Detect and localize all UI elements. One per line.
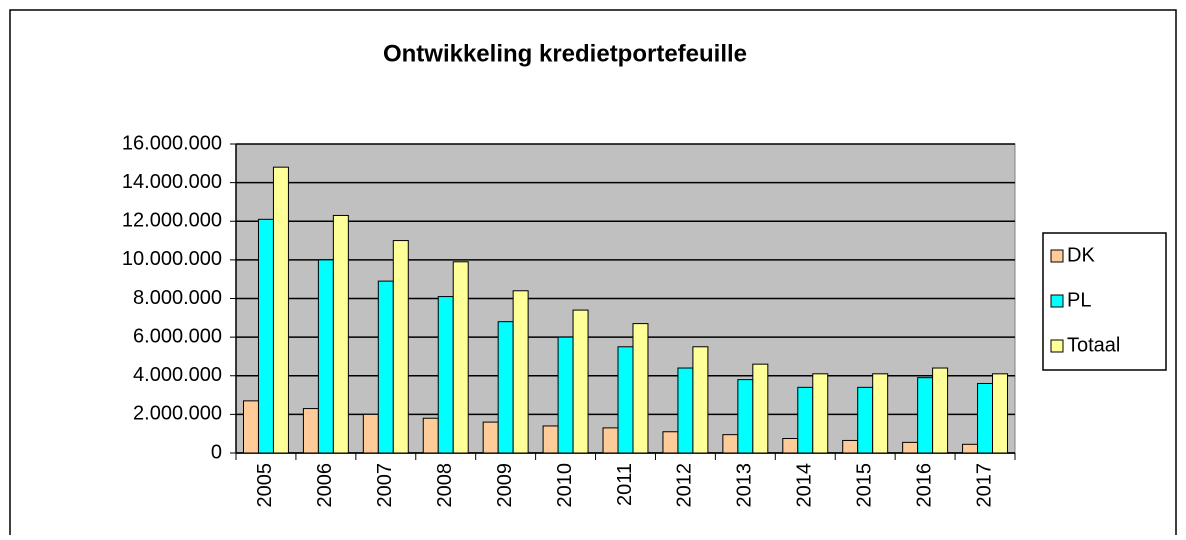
bar	[932, 367, 949, 454]
x-tick-label: 2009	[494, 463, 516, 508]
bar	[392, 240, 409, 454]
x-tick-label: 2015	[853, 463, 875, 508]
chart-title: Ontwikkeling kredietportefeuille	[383, 40, 747, 67]
bar	[377, 280, 394, 454]
legend-label: DK	[1067, 244, 1095, 266]
legend-label: PL	[1067, 289, 1091, 311]
bar	[872, 373, 889, 454]
bar	[632, 323, 649, 454]
bar	[797, 386, 814, 454]
bar	[557, 336, 574, 454]
legend-swatch	[1050, 249, 1064, 263]
bar	[422, 417, 439, 454]
bar	[977, 382, 994, 454]
bar	[902, 441, 919, 454]
bar	[512, 290, 529, 454]
bar	[437, 296, 454, 454]
bar	[692, 346, 709, 454]
y-tick-label: 4.000.000	[133, 364, 222, 386]
y-tick-label: 6.000.000	[133, 325, 222, 347]
bar	[542, 425, 559, 454]
y-tick-label: 14.000.000	[122, 171, 222, 193]
y-tick-label: 8.000.000	[133, 287, 222, 309]
legend-swatch	[1050, 339, 1064, 353]
bar	[782, 438, 799, 454]
x-tick-label: 2011	[614, 463, 636, 506]
bar	[362, 413, 379, 454]
bar	[677, 367, 694, 454]
bar	[752, 363, 769, 454]
bar	[842, 439, 859, 454]
x-tick-label: 2006	[314, 463, 336, 508]
x-tick-label: 2005	[254, 463, 276, 508]
bar	[812, 373, 829, 454]
bar	[332, 214, 349, 454]
bar	[857, 386, 874, 454]
bar	[497, 321, 514, 454]
bar	[602, 427, 619, 454]
y-tick-label: 16.000.000	[122, 132, 222, 154]
bar	[317, 259, 334, 454]
x-tick-label: 2014	[794, 463, 816, 508]
x-tick-label: 2008	[434, 463, 456, 508]
bar	[452, 261, 469, 454]
bar	[257, 218, 274, 454]
x-tick-label: 2010	[554, 463, 576, 508]
bar	[302, 408, 319, 454]
bar	[962, 443, 979, 454]
y-tick-label: 10.000.000	[122, 248, 222, 270]
bar	[737, 379, 754, 454]
x-tick-label: 2016	[913, 463, 935, 508]
x-tick-label: 2013	[734, 463, 756, 508]
y-tick-label: 12.000.000	[122, 210, 222, 232]
bar	[242, 400, 259, 454]
legend-swatch	[1050, 294, 1064, 308]
bar	[917, 377, 934, 454]
y-tick-label: 0	[211, 441, 222, 463]
y-tick-label: 2.000.000	[133, 403, 222, 425]
bar	[482, 421, 499, 454]
bar	[617, 346, 634, 454]
bar	[272, 166, 289, 454]
bar	[662, 431, 679, 454]
legend-label: Totaal	[1067, 334, 1120, 356]
x-tick-label: 2017	[973, 463, 995, 508]
bar	[992, 373, 1009, 454]
bar	[572, 309, 589, 454]
x-tick-label: 2007	[374, 463, 396, 508]
bar	[722, 434, 739, 454]
x-tick-label: 2012	[674, 463, 696, 508]
